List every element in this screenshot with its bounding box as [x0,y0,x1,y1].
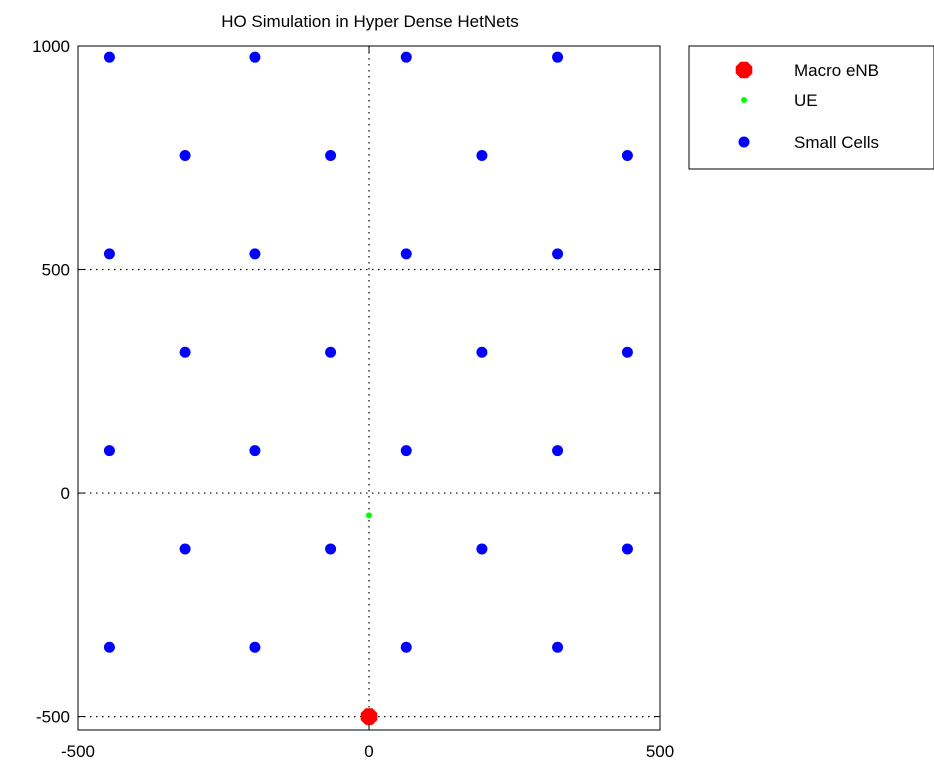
small-cell-point [621,543,633,555]
small-cell-point [103,445,115,457]
chart-title: HO Simulation in Hyper Dense HetNets [221,12,519,31]
small-cell-point [179,150,191,162]
small-cell-point [400,248,412,260]
legend-label-small-cells: Small Cells [794,133,879,152]
y-tick-label: -500 [36,708,70,727]
y-tick-label: 500 [42,261,70,280]
axis-ticks: -500 0 500 -500 0 500 1000 [32,37,674,761]
small-cell-point [552,641,564,653]
legend-marker-small-cells [738,136,750,148]
small-cell-point [552,248,564,260]
small-cell-point [621,346,633,358]
ue-point [366,512,372,519]
small-cell-point [249,445,261,457]
x-tick-label: 0 [364,742,373,761]
small-cell-point [325,150,337,162]
legend-label-macro-enb: Macro eNB [794,61,879,80]
small-cell-point [249,51,261,63]
small-cell-point [400,445,412,457]
legend-label-ue: UE [794,91,818,110]
legend-box [688,45,934,170]
small-cell-point [476,346,488,358]
legend-marker-macro-enb [735,61,753,79]
small-cell-point [476,150,488,162]
y-tick-label: 0 [61,484,70,503]
small-cell-point [249,248,261,260]
legend-marker-ue [741,97,747,103]
x-tick-label: -500 [61,742,95,761]
small-cell-point [476,543,488,555]
macro-enb-point [360,708,378,725]
small-cell-point [249,641,261,653]
y-tick-label: 1000 [32,37,70,56]
small-cell-point [103,51,115,63]
small-cell-point [621,150,633,162]
legend: Macro eNB UE Small Cells [688,45,934,170]
small-cell-point [325,346,337,358]
small-cell-point [103,641,115,653]
small-cell-point [325,543,337,555]
data-points [103,51,633,725]
small-cell-point [179,346,191,358]
small-cell-point [103,248,115,260]
small-cell-point [400,641,412,653]
small-cell-point [400,51,412,63]
small-cell-point [179,543,191,555]
x-tick-label: 500 [646,742,674,761]
grid-lines [78,46,660,730]
small-cell-point [552,445,564,457]
small-cell-point [552,51,564,63]
